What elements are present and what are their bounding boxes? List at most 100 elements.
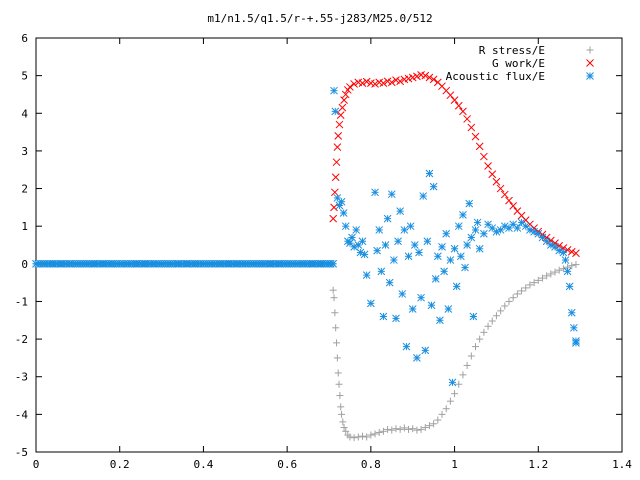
series-acoustic-flux-e-point: [433, 252, 442, 261]
series-acoustic-flux-e-point: [442, 229, 451, 238]
series-acoustic-flux-e-point: [567, 308, 576, 317]
series-r-stress-e-point: [425, 422, 433, 430]
series-r-stress-e-point: [568, 262, 576, 270]
y-tick-label: 3: [21, 145, 28, 158]
series-r-stress-e-point: [430, 420, 438, 428]
series-r-stress-e-point: [572, 261, 580, 269]
series-acoustic-flux-e-point: [140, 259, 149, 268]
y-tick-label: -3: [15, 371, 28, 384]
series-g-work-e-point: [338, 103, 347, 112]
series-acoustic-flux-e-point: [348, 233, 356, 242]
series-acoustic-flux-e-point: [471, 226, 480, 234]
series-g-work-e-point: [330, 203, 338, 212]
series-g-work-e-point: [488, 170, 497, 179]
series-r-stress-e-point: [375, 428, 383, 436]
series-g-work-e-point: [350, 80, 358, 88]
series-acoustic-flux-e-point: [32, 259, 40, 268]
series-acoustic-flux-e-point: [48, 259, 57, 268]
series-r-stress-e-point: [342, 427, 350, 435]
series-r-stress-e-point: [409, 425, 417, 433]
series-acoustic-flux-e-point: [377, 267, 386, 276]
series-r-stress-e-point: [333, 339, 341, 347]
series-acoustic-flux-e-point: [65, 259, 74, 268]
series-r-stress-e-point: [446, 397, 454, 405]
y-tick-label: -5: [15, 446, 28, 459]
series-r-stress-e-point: [547, 270, 555, 278]
series-acoustic-flux-e-point: [216, 259, 225, 268]
series-g-work-e-point: [371, 80, 379, 88]
series-acoustic-flux-e-point: [373, 246, 381, 255]
series-acoustic-flux-e-point: [358, 237, 367, 246]
series-acoustic-flux-e-point: [419, 192, 428, 200]
y-tick-label: 0: [21, 258, 28, 271]
series-acoustic-flux-e-point: [157, 259, 166, 268]
series-g-work-e-point: [450, 96, 459, 104]
series-acoustic-flux-e-point: [57, 259, 65, 268]
series-g-work-e-point: [362, 77, 371, 86]
legend-marker-acoustic-flux-e: [586, 72, 594, 80]
series-r-stress-e-point: [526, 281, 534, 289]
series-g-work-e-point: [496, 184, 505, 193]
series-acoustic-flux-e-point: [423, 237, 432, 246]
series-r-stress-e-point: [555, 266, 563, 274]
series-acoustic-flux-e-point: [469, 312, 478, 321]
series-g-work-e-point: [471, 132, 480, 141]
series-g-work-e-point: [505, 196, 513, 205]
series-r-stress-e-point: [455, 380, 463, 388]
series-acoustic-flux-e-point: [480, 229, 488, 238]
series-acoustic-flux-e-point: [166, 259, 174, 268]
series-acoustic-flux-e-point: [74, 259, 82, 268]
series-g-work-e-point: [329, 214, 338, 223]
series-r-stress-e-point: [438, 410, 446, 418]
series-r-stress-e-point: [338, 410, 346, 418]
series-r-stress-e-point: [354, 433, 362, 441]
x-tick-label: 0: [33, 458, 40, 471]
series-acoustic-flux-e-point: [233, 259, 241, 268]
legend-label-g-work-e: G work/E: [492, 57, 545, 70]
series-acoustic-flux-e-point: [572, 339, 580, 347]
series-r-stress-e-point: [330, 294, 338, 302]
series-acoustic-flux-e-point: [467, 233, 476, 242]
series-r-stress-e-point: [488, 317, 496, 325]
series-g-work-e-point: [341, 90, 350, 99]
series-acoustic-flux-e-point: [425, 169, 434, 178]
series-acoustic-flux-e-point: [408, 305, 417, 313]
x-tick-label: 0.8: [361, 458, 381, 471]
series-r-stress-e-point: [522, 284, 530, 292]
series-r-stress-e-point: [551, 268, 559, 276]
series-r-stress-e-point: [335, 380, 343, 388]
series-acoustic-flux-e-point: [82, 259, 91, 268]
series-g-work-e-point: [454, 101, 463, 110]
series-acoustic-flux-e-point: [513, 224, 522, 232]
series-r-stress-e-point: [340, 424, 348, 432]
series-r-stress-e-point: [405, 425, 413, 433]
series-g-work-e-point: [336, 111, 345, 120]
y-tick-label: -2: [15, 333, 28, 346]
series-r-stress-e-point: [538, 274, 546, 282]
y-tick-label: 5: [21, 70, 28, 83]
series-acoustic-flux-e-point: [387, 190, 396, 199]
series-acoustic-flux-e-point: [421, 346, 430, 355]
series-g-work-e-point: [509, 202, 518, 210]
series-r-stress-e-point: [492, 312, 500, 320]
series-acoustic-flux-e-point: [339, 209, 348, 217]
series-acoustic-flux-e-point: [429, 182, 438, 191]
y-tick-label: -1: [15, 295, 28, 308]
series-acoustic-flux-e-point: [450, 244, 459, 253]
series-acoustic-flux-e-point: [526, 226, 534, 234]
series-acoustic-flux-e-point: [283, 259, 291, 268]
y-tick-label: 1: [21, 220, 28, 233]
series-r-stress-e-point: [413, 426, 421, 434]
series-acoustic-flux-e-point: [436, 316, 444, 325]
series-r-stress-e-point: [534, 276, 542, 284]
series-r-stress-e-point: [363, 433, 371, 441]
series-acoustic-flux-e-point: [563, 267, 572, 276]
series-acoustic-flux-e-point: [413, 354, 421, 362]
series-acoustic-flux-e-point: [207, 259, 216, 268]
series-r-stress-e-point: [472, 343, 479, 351]
series-acoustic-flux-e-point: [132, 259, 141, 268]
series-acoustic-flux-e-point: [454, 222, 463, 231]
x-tick-label: 1.4: [612, 458, 632, 471]
series-acoustic-flux-e-point: [124, 259, 132, 268]
series-r-stress-e-point: [543, 272, 551, 280]
